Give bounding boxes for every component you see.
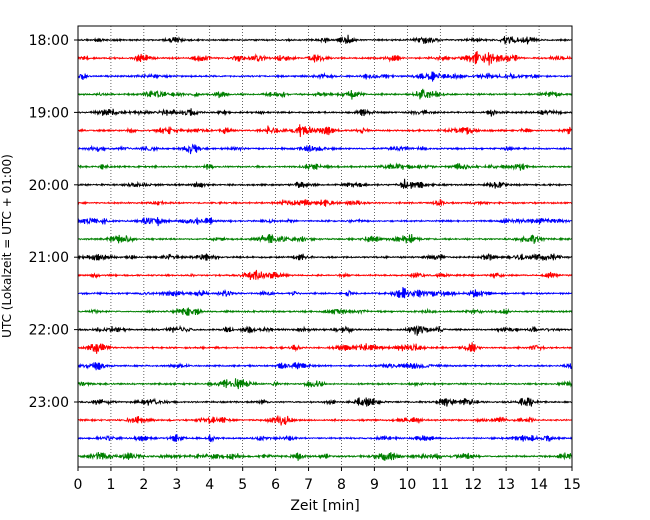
x-tick-label: 9 xyxy=(370,477,379,493)
y-tick-label: 19:00 xyxy=(29,105,69,121)
seismic-trace xyxy=(77,378,573,390)
x-axis-label: Zeit [min] xyxy=(290,498,359,514)
y-axis-label: UTC (Lokalzeit = UTC + 01:00) xyxy=(0,154,14,338)
x-tick-label: 5 xyxy=(238,477,247,493)
x-tick-label: 1 xyxy=(106,477,115,493)
x-tick-label: 11 xyxy=(431,477,449,493)
seismic-trace xyxy=(77,452,573,461)
y-tick-label: 21:00 xyxy=(29,250,69,266)
seismic-trace xyxy=(77,198,573,207)
seismic-traces xyxy=(77,34,573,461)
seismic-trace xyxy=(77,287,573,299)
y-tick-label: 20:00 xyxy=(29,178,69,194)
seismic-trace xyxy=(77,253,573,261)
x-tick-label: 12 xyxy=(464,477,482,493)
x-tick-label: 10 xyxy=(398,477,416,493)
seismic-trace xyxy=(77,217,573,227)
seismic-trace xyxy=(77,415,573,426)
seismic-trace xyxy=(77,233,573,244)
seismic-trace xyxy=(77,178,573,189)
y-tick-label: 18:00 xyxy=(29,33,69,49)
seismic-trace xyxy=(77,307,573,316)
plot-frame xyxy=(77,25,573,468)
seismic-trace xyxy=(77,34,573,45)
seismic-trace xyxy=(77,324,573,336)
x-tick-label: 15 xyxy=(563,477,581,493)
x-tick-label: 7 xyxy=(304,477,313,493)
x-tick-label: 0 xyxy=(74,477,83,493)
seismic-trace xyxy=(77,434,573,443)
seismic-trace xyxy=(77,162,573,171)
seismic-trace xyxy=(77,108,573,117)
y-tick-label: 23:00 xyxy=(29,395,69,411)
x-tick-label: 6 xyxy=(271,477,280,493)
seismic-trace xyxy=(77,397,573,407)
x-tick-label: 14 xyxy=(530,477,548,493)
seismic-trace xyxy=(77,88,573,100)
y-axis: 18:00 19:00 20:00 21:00 22:00 23:00 xyxy=(29,33,78,411)
x-tick-label: 2 xyxy=(139,477,148,493)
x-tick-label: 3 xyxy=(172,477,181,493)
x-axis: 0 1 2 3 4 5 6 7 8 9 10 11 12 13 14 15 xyxy=(74,467,581,493)
seismic-trace xyxy=(77,342,573,354)
seismic-trace xyxy=(77,51,573,66)
seismic-trace xyxy=(77,71,573,82)
x-tick-label: 4 xyxy=(205,477,214,493)
seismic-trace xyxy=(77,124,573,138)
seismic-trace xyxy=(77,269,573,281)
seismic-trace xyxy=(77,361,573,371)
y-tick-label: 22:00 xyxy=(29,323,69,339)
x-tick-label: 13 xyxy=(497,477,515,493)
x-tick-label: 8 xyxy=(337,477,346,493)
seismic-trace xyxy=(77,143,573,155)
